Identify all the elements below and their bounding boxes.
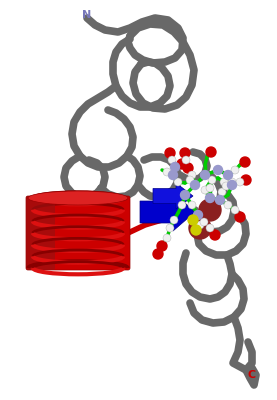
Circle shape <box>171 162 179 172</box>
Circle shape <box>153 249 163 259</box>
Circle shape <box>201 186 209 194</box>
Circle shape <box>170 216 178 224</box>
Circle shape <box>224 170 232 180</box>
Ellipse shape <box>28 191 128 205</box>
Circle shape <box>241 175 251 185</box>
Circle shape <box>183 163 193 173</box>
Circle shape <box>236 178 244 186</box>
Circle shape <box>220 178 228 186</box>
Circle shape <box>177 159 187 169</box>
Circle shape <box>206 184 214 192</box>
Text: C: C <box>248 370 256 380</box>
Circle shape <box>168 170 178 180</box>
Circle shape <box>186 176 194 184</box>
Circle shape <box>188 171 196 179</box>
Circle shape <box>214 166 222 174</box>
Circle shape <box>196 221 204 229</box>
Circle shape <box>228 178 236 186</box>
Circle shape <box>240 157 250 167</box>
Circle shape <box>165 148 175 158</box>
Circle shape <box>188 201 196 209</box>
Circle shape <box>222 182 230 190</box>
Circle shape <box>231 206 239 214</box>
Polygon shape <box>140 193 195 231</box>
Circle shape <box>168 156 176 164</box>
Circle shape <box>206 147 216 157</box>
Circle shape <box>206 224 214 232</box>
Circle shape <box>201 170 209 180</box>
FancyBboxPatch shape <box>26 196 55 270</box>
Circle shape <box>157 241 167 251</box>
Circle shape <box>235 212 245 222</box>
Circle shape <box>231 166 239 174</box>
Circle shape <box>166 224 174 232</box>
Circle shape <box>191 225 201 235</box>
Text: N: N <box>82 10 92 20</box>
Circle shape <box>181 190 189 200</box>
Circle shape <box>194 210 202 220</box>
Circle shape <box>216 196 224 204</box>
Circle shape <box>199 199 221 221</box>
Circle shape <box>178 201 186 209</box>
Circle shape <box>191 180 199 190</box>
FancyBboxPatch shape <box>26 196 130 270</box>
Circle shape <box>163 168 171 176</box>
Circle shape <box>224 201 232 209</box>
Circle shape <box>189 217 211 239</box>
Circle shape <box>208 176 216 184</box>
Circle shape <box>227 180 237 190</box>
Circle shape <box>188 215 198 225</box>
Circle shape <box>180 148 190 158</box>
Circle shape <box>163 234 171 242</box>
Polygon shape <box>153 183 193 209</box>
Circle shape <box>174 178 182 186</box>
Circle shape <box>200 218 208 226</box>
Circle shape <box>206 194 214 202</box>
Circle shape <box>182 156 190 164</box>
Circle shape <box>210 230 220 240</box>
Circle shape <box>218 188 226 196</box>
